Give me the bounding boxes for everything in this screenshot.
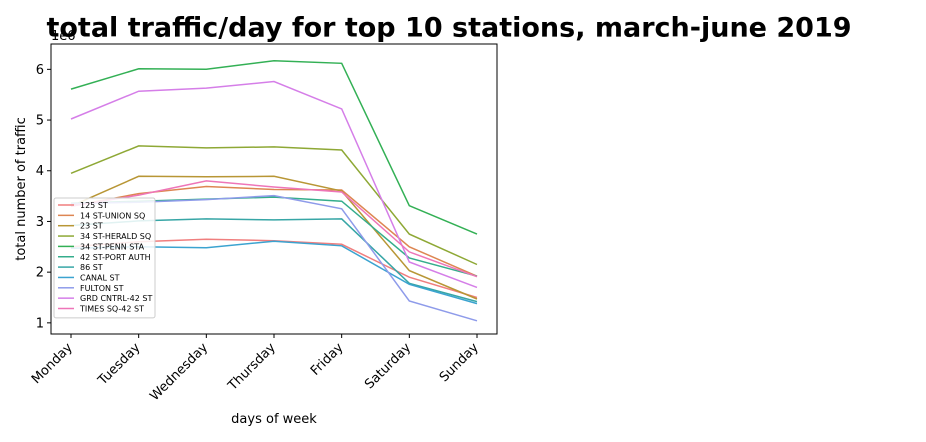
y-tick-label: 1	[36, 316, 44, 331]
x-tick-label: Saturday	[362, 340, 414, 392]
y-axis-label: total number of traffic	[14, 117, 29, 261]
y-tick-label: 6	[36, 63, 44, 78]
x-axis-ticks: Monday Tuesday Wednesday Thursday Friday Satu…	[29, 334, 482, 404]
y-axis-offset-label: 1e6	[51, 29, 76, 44]
legend-entry-2: 23 ST	[80, 222, 103, 231]
y-tick-label: 5	[36, 114, 44, 129]
x-tick-label: Sunday	[437, 340, 482, 385]
series-line-1	[70, 185, 478, 277]
x-tick-label: Monday	[29, 340, 76, 387]
x-tick-label: Friday	[308, 340, 347, 379]
series-line-9	[70, 80, 478, 289]
y-tick-label: 2	[36, 266, 44, 281]
y-axis-ticks: 1 2 3 4 5 6	[36, 63, 51, 331]
chart-title: total traffic/day for top 10 stations, m…	[46, 13, 851, 44]
y-tick-label: 4	[36, 164, 44, 179]
series-line-2	[70, 175, 478, 300]
series-line-4	[70, 59, 478, 235]
y-tick-label: 3	[36, 215, 44, 230]
legend-entry-9: GRD CNTRL-42 ST	[80, 294, 152, 303]
legend-entry-4: 34 ST-PENN STA	[80, 242, 145, 251]
legend-entry-8: FULTON ST	[80, 284, 124, 293]
x-axis-label: days of week	[231, 412, 317, 427]
legend-entry-10: TIMES SQ-42 ST	[79, 305, 144, 314]
series-line-10	[70, 180, 478, 278]
x-tick-label: Wednesday	[147, 340, 211, 404]
legend-entry-0: 125 ST	[80, 201, 108, 210]
legend-entry-7: CANAL ST	[80, 273, 120, 282]
plot-area: Monday Tuesday Wednesday Thursday Friday Satu…	[29, 43, 498, 404]
legend-entry-3: 34 ST-HERALD SQ	[80, 232, 151, 241]
legend-entry-5: 42 ST-PORT AUTH	[80, 253, 151, 262]
x-tick-label: Tuesday	[95, 340, 144, 389]
series-line-3	[70, 145, 478, 266]
legend-box	[53, 197, 156, 319]
x-tick-label: Thursday	[225, 340, 279, 394]
legend-entry-6: 86 ST	[80, 263, 103, 272]
legend-entry-1: 14 ST-UNION SQ	[80, 211, 145, 220]
